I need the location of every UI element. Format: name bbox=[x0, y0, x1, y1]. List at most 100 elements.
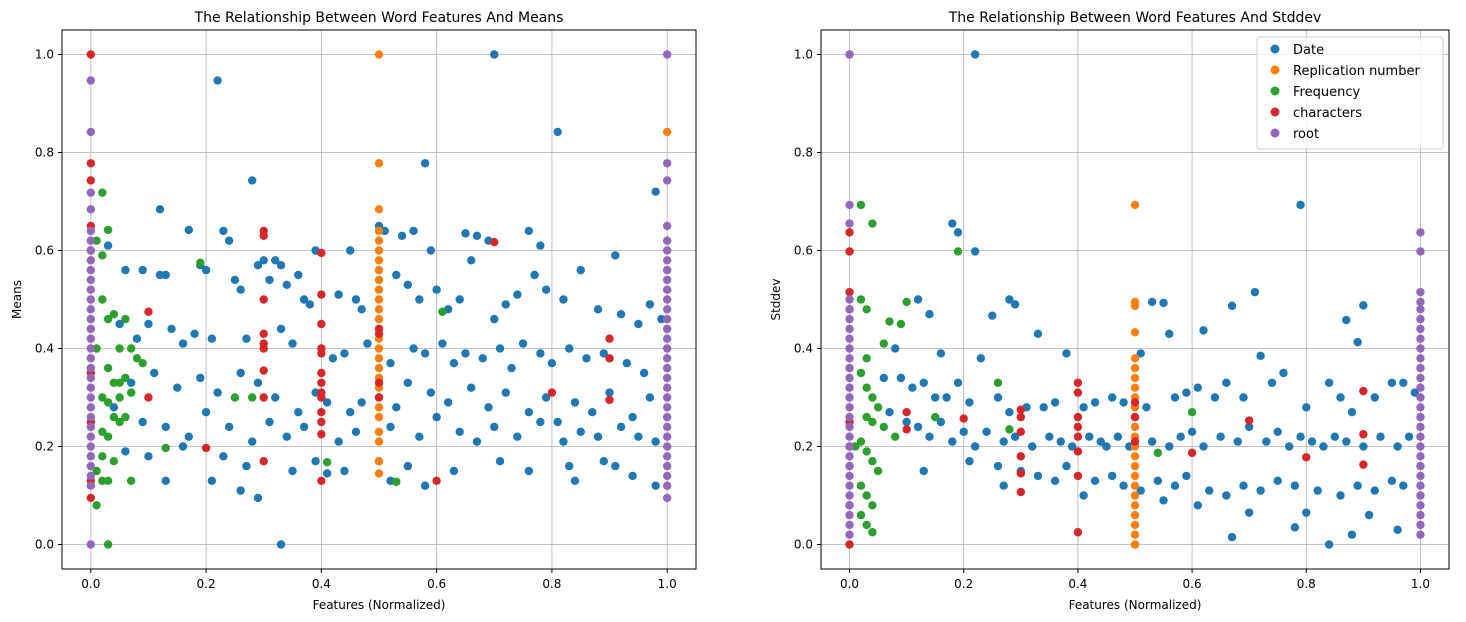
data-point bbox=[420, 159, 430, 168]
data-point bbox=[224, 236, 234, 245]
data-point bbox=[420, 481, 430, 490]
data-point bbox=[363, 339, 372, 348]
data-point bbox=[86, 256, 96, 265]
chart-panel-1: 0.0 0.2 0.4 0.6 0.8 1.0 0.0 0.2 0.4 0.6 0.8 1.0 The … bbox=[10, 10, 697, 612]
data-point bbox=[98, 452, 107, 461]
data-point bbox=[976, 354, 986, 363]
data-point bbox=[334, 290, 343, 299]
data-point bbox=[662, 50, 672, 59]
data-point bbox=[219, 226, 228, 236]
data-point bbox=[1256, 486, 1265, 495]
data-point bbox=[1033, 329, 1043, 338]
data-point bbox=[879, 422, 888, 432]
data-point bbox=[86, 481, 96, 490]
data-point bbox=[513, 290, 522, 299]
legend-label: Frequency bbox=[1293, 85, 1360, 100]
data-point bbox=[374, 205, 384, 214]
data-point bbox=[1416, 481, 1425, 490]
data-point bbox=[885, 408, 894, 417]
data-point bbox=[161, 422, 170, 432]
data-point bbox=[1033, 471, 1043, 481]
data-point bbox=[173, 383, 182, 392]
data-point bbox=[299, 295, 309, 304]
data-point bbox=[1313, 486, 1322, 495]
data-point bbox=[513, 432, 522, 441]
data-point bbox=[294, 270, 303, 280]
data-point bbox=[1130, 501, 1140, 510]
data-point bbox=[415, 295, 424, 304]
data-point bbox=[662, 176, 672, 185]
data-point bbox=[559, 295, 568, 304]
data-point bbox=[253, 493, 263, 503]
data-point bbox=[1119, 398, 1128, 407]
data-point bbox=[190, 329, 199, 338]
data-point bbox=[86, 363, 96, 373]
data-point bbox=[374, 354, 384, 363]
data-point bbox=[634, 319, 643, 329]
legend-label: characters bbox=[1293, 106, 1362, 121]
data-point bbox=[1364, 510, 1374, 520]
data-point bbox=[1233, 437, 1242, 446]
data-point bbox=[936, 349, 946, 358]
data-point bbox=[1130, 301, 1140, 311]
data-point bbox=[1130, 471, 1140, 481]
data-point bbox=[253, 261, 263, 270]
data-point bbox=[317, 476, 326, 485]
series-replication-number bbox=[374, 50, 672, 478]
data-point bbox=[1005, 408, 1014, 417]
data-point bbox=[86, 344, 96, 353]
data-point bbox=[845, 540, 854, 549]
data-point bbox=[317, 430, 326, 439]
data-point bbox=[1416, 383, 1425, 392]
data-point bbox=[1307, 437, 1317, 446]
data-point bbox=[374, 412, 384, 422]
data-point bbox=[862, 412, 871, 422]
data-point bbox=[144, 393, 153, 402]
data-point bbox=[374, 363, 384, 373]
data-point bbox=[317, 290, 326, 299]
data-point bbox=[305, 300, 315, 309]
data-point bbox=[219, 452, 228, 461]
data-point bbox=[126, 378, 136, 387]
data-point bbox=[993, 393, 1003, 402]
data-point bbox=[86, 295, 96, 304]
data-point bbox=[317, 393, 326, 402]
data-point bbox=[299, 422, 309, 432]
data-point bbox=[86, 76, 96, 85]
series-frequency bbox=[851, 200, 1197, 537]
data-point bbox=[868, 501, 877, 510]
data-point bbox=[461, 349, 470, 358]
data-point bbox=[259, 366, 268, 375]
legend-label: Date bbox=[1293, 43, 1324, 58]
data-point bbox=[845, 324, 854, 334]
data-point bbox=[374, 437, 384, 446]
y-tick-label: 0.6 bbox=[35, 244, 54, 258]
data-point bbox=[242, 461, 251, 471]
data-point bbox=[1370, 486, 1379, 495]
data-point bbox=[1130, 481, 1140, 490]
data-point bbox=[374, 159, 384, 168]
data-point bbox=[845, 363, 854, 373]
data-point bbox=[565, 461, 574, 471]
data-point bbox=[1416, 403, 1425, 412]
data-point bbox=[386, 422, 395, 432]
data-point bbox=[86, 383, 96, 392]
data-point bbox=[856, 437, 866, 446]
data-point bbox=[322, 469, 332, 478]
data-point bbox=[1324, 540, 1334, 549]
data-point bbox=[380, 226, 389, 236]
legend-marker bbox=[1270, 107, 1280, 117]
data-point bbox=[1199, 442, 1208, 451]
data-point bbox=[161, 270, 170, 280]
data-point bbox=[662, 461, 672, 471]
x-tick-label: 0.4 bbox=[1068, 577, 1087, 591]
data-point bbox=[86, 314, 96, 324]
data-point bbox=[948, 437, 957, 446]
data-point bbox=[559, 437, 568, 446]
data-point bbox=[902, 408, 911, 417]
data-point bbox=[420, 349, 430, 358]
data-point bbox=[662, 393, 672, 402]
data-point bbox=[86, 127, 96, 137]
data-point bbox=[1187, 448, 1197, 458]
data-point bbox=[570, 476, 580, 485]
